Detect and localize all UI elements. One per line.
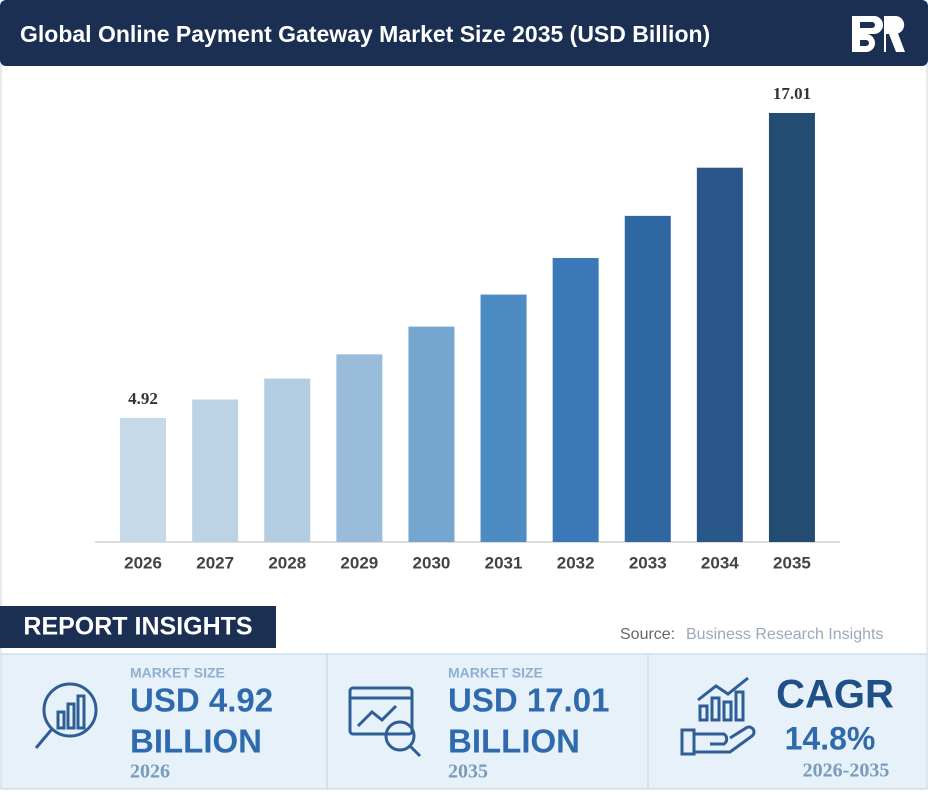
bar: [408, 326, 455, 542]
x-tick-label: 2032: [557, 553, 595, 572]
value-label: 17.01: [773, 84, 811, 103]
bar: [552, 257, 599, 542]
bar: [192, 399, 239, 542]
x-tick-label: 2031: [485, 553, 523, 572]
insights-heading: REPORT INSIGHTS: [23, 613, 252, 641]
x-tick-label: 2029: [340, 553, 378, 572]
value-label: 4.92: [128, 389, 158, 408]
bar: [264, 378, 311, 542]
bar: [120, 417, 167, 542]
x-tick-label: 2033: [629, 553, 667, 572]
card-unit: BILLION: [448, 723, 580, 760]
magnifier-icon: [34, 682, 98, 749]
card-year: 2026: [130, 761, 170, 783]
card-year: 2035: [448, 761, 488, 783]
card-unit: BILLION: [130, 723, 262, 760]
x-tick-label: 2026: [124, 553, 162, 572]
insights-tab: [0, 606, 276, 648]
card-label: MARKET SIZE: [130, 665, 225, 681]
header: [0, 0, 928, 66]
screen-icon: [348, 686, 422, 758]
card-value: 14.8%: [785, 720, 876, 756]
x-tick-label: 2035: [773, 553, 811, 572]
plot: 2026 4.92 2027 2028 2029 2030 2031 2032 2033 2034…: [120, 84, 815, 572]
card-value: USD 4.92: [130, 682, 273, 719]
card-label: CAGR: [776, 673, 894, 717]
growth-icon: [680, 676, 756, 756]
x-tick-label: 2028: [268, 553, 306, 572]
bar: [768, 112, 815, 542]
logo: [852, 16, 905, 52]
bar: [696, 167, 743, 543]
bar: [480, 294, 527, 542]
card-value: USD 17.01: [448, 682, 609, 719]
bar: [624, 215, 671, 543]
bar: [336, 354, 383, 542]
card-label: MARKET SIZE: [448, 665, 543, 681]
x-tick-label: 2034: [701, 553, 739, 572]
x-tick-label: 2030: [413, 553, 451, 572]
card-year: 2026-2035: [803, 760, 890, 782]
source: Business Research Insights: [686, 626, 883, 643]
cards-strip: [0, 653, 928, 790]
source-label: Source:: [620, 626, 675, 643]
x-tick-label: 2027: [196, 553, 234, 572]
chart-title: Global Online Payment Gateway Market Siz…: [20, 21, 710, 47]
